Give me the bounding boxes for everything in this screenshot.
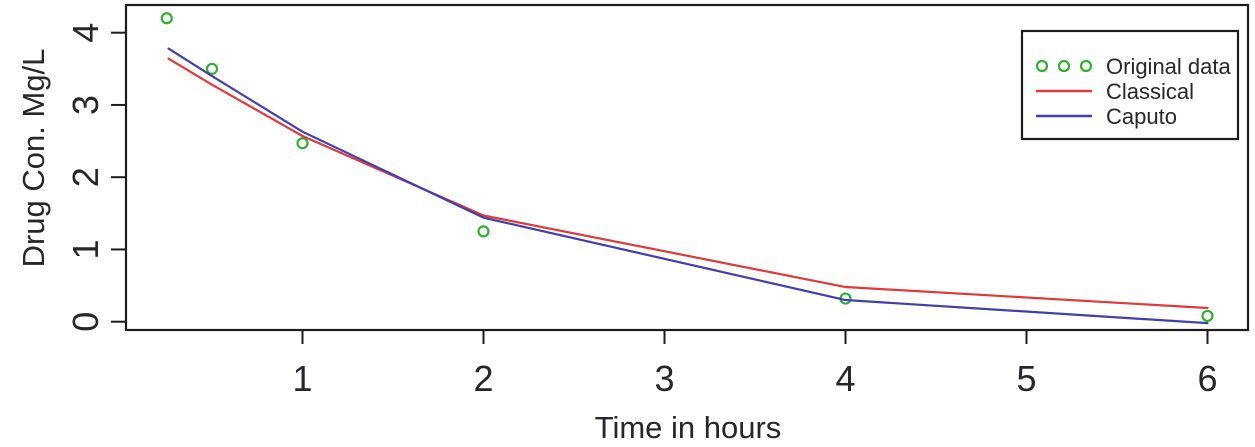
x-tick-label: 1 (292, 358, 312, 399)
x-tick-label: 4 (835, 358, 855, 399)
y-tick-label: 2 (65, 167, 106, 187)
x-axis-title: Time in hours (595, 410, 782, 445)
y-tick-label: 1 (65, 239, 106, 259)
x-tick-label: 5 (1016, 358, 1036, 399)
data-point-marker (296, 137, 309, 150)
x-axis: 1 2 3 4 5 6 (292, 330, 1218, 399)
plot-box (124, 3, 1250, 332)
legend-label-caputo: Caputo (1106, 104, 1177, 129)
data-point-marker (205, 62, 219, 75)
legend: Original data Classical Caputo (1020, 29, 1240, 141)
legend-label-original-data: Original data (1106, 54, 1232, 79)
x-tick-label: 2 (473, 358, 493, 399)
series-line-caputo (167, 47, 1209, 325)
y-tick-label: 3 (65, 95, 106, 115)
y-axis-title: Drug Con. Mg/L (16, 49, 51, 268)
x-tick-label: 3 (654, 358, 674, 399)
legend-label-classical: Classical (1106, 79, 1194, 104)
y-tick-label: 0 (65, 312, 106, 332)
data-point-marker (477, 225, 490, 238)
x-tick-label: 6 (1197, 358, 1217, 399)
legend-box (1020, 29, 1240, 141)
data-point-marker (160, 12, 173, 25)
y-axis: 0 1 2 3 4 (65, 23, 126, 332)
legend-marker-original-data-icon (1035, 59, 1093, 73)
y-tick-label: 4 (65, 23, 106, 43)
series-layer (160, 12, 1214, 325)
data-point-marker (1201, 309, 1214, 323)
